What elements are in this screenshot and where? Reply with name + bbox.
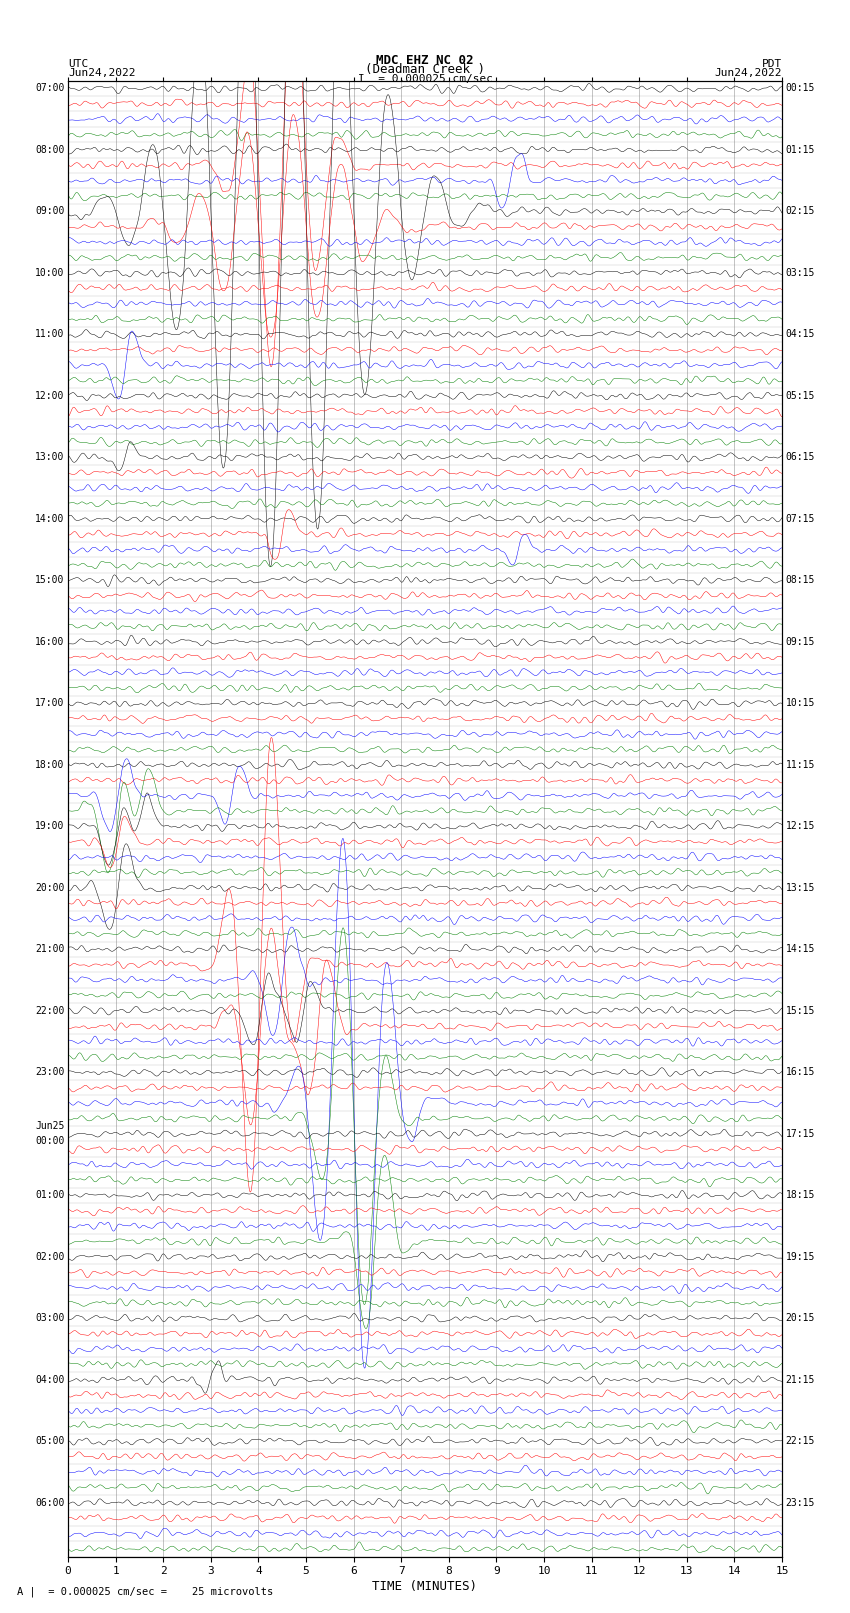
Text: 08:15: 08:15 (785, 576, 815, 586)
Text: 02:00: 02:00 (35, 1252, 65, 1261)
Text: 13:00: 13:00 (35, 452, 65, 463)
Text: 06:00: 06:00 (35, 1498, 65, 1508)
Text: I  = 0.000025 cm/sec: I = 0.000025 cm/sec (358, 74, 492, 84)
Text: 11:15: 11:15 (785, 760, 815, 769)
Text: 01:00: 01:00 (35, 1190, 65, 1200)
Text: 03:00: 03:00 (35, 1313, 65, 1323)
Text: 06:15: 06:15 (785, 452, 815, 463)
Text: (Deadman Creek ): (Deadman Creek ) (365, 63, 485, 76)
Text: Jun24,2022: Jun24,2022 (715, 68, 782, 77)
Text: 20:15: 20:15 (785, 1313, 815, 1323)
Text: 22:00: 22:00 (35, 1007, 65, 1016)
Text: 13:15: 13:15 (785, 882, 815, 892)
Text: 20:00: 20:00 (35, 882, 65, 892)
Text: 02:15: 02:15 (785, 206, 815, 216)
Text: 03:15: 03:15 (785, 268, 815, 277)
Text: 21:00: 21:00 (35, 944, 65, 955)
Text: A |  = 0.000025 cm/sec =    25 microvolts: A | = 0.000025 cm/sec = 25 microvolts (17, 1586, 273, 1597)
Text: 04:15: 04:15 (785, 329, 815, 339)
Text: 10:15: 10:15 (785, 698, 815, 708)
Text: 10:00: 10:00 (35, 268, 65, 277)
Text: MDC EHZ NC 02: MDC EHZ NC 02 (377, 53, 473, 66)
Text: 21:15: 21:15 (785, 1374, 815, 1384)
X-axis label: TIME (MINUTES): TIME (MINUTES) (372, 1581, 478, 1594)
Text: 01:15: 01:15 (785, 145, 815, 155)
Text: 15:00: 15:00 (35, 576, 65, 586)
Text: Jun25: Jun25 (35, 1121, 65, 1131)
Text: 05:00: 05:00 (35, 1436, 65, 1447)
Text: 04:00: 04:00 (35, 1374, 65, 1384)
Text: 19:15: 19:15 (785, 1252, 815, 1261)
Text: 22:15: 22:15 (785, 1436, 815, 1447)
Text: 19:00: 19:00 (35, 821, 65, 831)
Text: 17:15: 17:15 (785, 1129, 815, 1139)
Text: 05:15: 05:15 (785, 390, 815, 400)
Text: 11:00: 11:00 (35, 329, 65, 339)
Text: 18:15: 18:15 (785, 1190, 815, 1200)
Text: 12:00: 12:00 (35, 390, 65, 400)
Text: 14:00: 14:00 (35, 515, 65, 524)
Text: 07:15: 07:15 (785, 515, 815, 524)
Text: 08:00: 08:00 (35, 145, 65, 155)
Text: Jun24,2022: Jun24,2022 (68, 68, 135, 77)
Text: 07:00: 07:00 (35, 84, 65, 94)
Text: 15:15: 15:15 (785, 1007, 815, 1016)
Text: 00:00: 00:00 (35, 1137, 65, 1147)
Text: 23:00: 23:00 (35, 1068, 65, 1077)
Text: 09:15: 09:15 (785, 637, 815, 647)
Text: PDT: PDT (762, 58, 782, 69)
Text: UTC: UTC (68, 58, 88, 69)
Text: 16:00: 16:00 (35, 637, 65, 647)
Text: 09:00: 09:00 (35, 206, 65, 216)
Text: 00:15: 00:15 (785, 84, 815, 94)
Text: 16:15: 16:15 (785, 1068, 815, 1077)
Text: 23:15: 23:15 (785, 1498, 815, 1508)
Text: 12:15: 12:15 (785, 821, 815, 831)
Text: 18:00: 18:00 (35, 760, 65, 769)
Text: 14:15: 14:15 (785, 944, 815, 955)
Text: 17:00: 17:00 (35, 698, 65, 708)
